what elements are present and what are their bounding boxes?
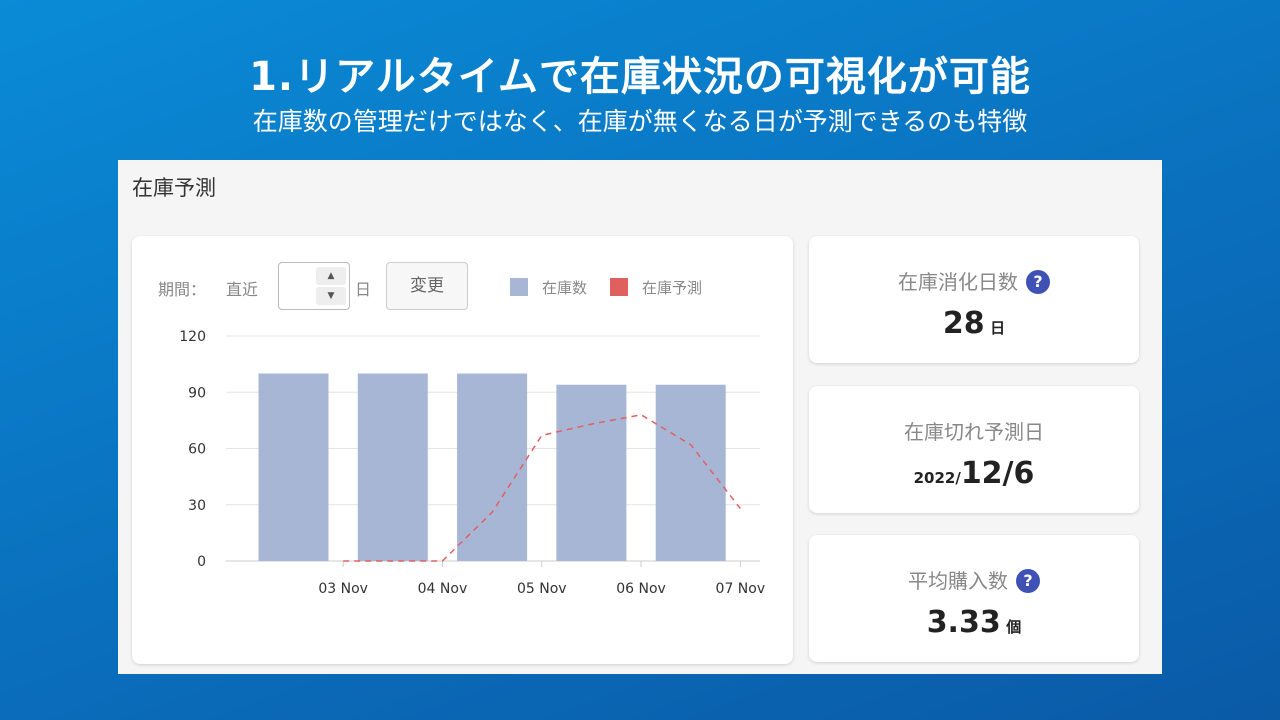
stat-label: 在庫切れ予測日 [809, 416, 1139, 445]
stat-unit: 個 [1006, 618, 1022, 636]
stat-card-avg-purchase: 平均購入数? 3.33 個 [809, 535, 1139, 662]
y-tick-label: 60 [188, 442, 206, 458]
recent-label: 直近 [226, 280, 259, 299]
bar [556, 384, 627, 561]
panel-title: 在庫予測 [132, 176, 216, 200]
period-label: 期間： [158, 280, 207, 299]
inventory-forecast-panel: 在庫予測 期間： 直近 ▲ ▼ 日 変更 在庫数 在庫予測 120 90 60 30 0… [118, 160, 1162, 674]
inventory-chart: 120 90 60 30 0 03 Nov 04 Nov 05 Nov 06 Nov 07 Nov [179, 329, 766, 597]
change-button[interactable]: 変更 [386, 262, 468, 310]
bar [357, 373, 428, 561]
y-tick-label: 0 [197, 554, 206, 570]
legend-label-stock: 在庫数 [542, 279, 588, 297]
triangle-down-icon[interactable]: ▼ [316, 287, 346, 305]
x-tick-label: 04 Nov [418, 581, 468, 597]
days-stepper[interactable]: ▲ ▼ [278, 262, 350, 310]
stat-label: 平均購入数? [809, 565, 1139, 594]
stat-number: 3.33 [926, 605, 1001, 640]
stat-label-text: 在庫消化日数 [898, 270, 1018, 294]
x-tick-label: 06 Nov [616, 581, 666, 597]
x-tick-label: 03 Nov [318, 581, 368, 597]
legend-swatch-stock [510, 278, 528, 296]
subheadline: 在庫数の管理だけではなく、在庫が無くなる日が予測できるのも特徴 [252, 107, 1028, 136]
y-tick-label: 30 [188, 498, 206, 514]
stat-value: 28 日 [809, 306, 1139, 341]
help-icon[interactable]: ? [1016, 569, 1040, 593]
stat-label-text: 平均購入数 [908, 569, 1008, 593]
stat-card-consumption-days: 在庫消化日数? 28 日 [809, 236, 1139, 363]
stat-label-text: 在庫切れ予測日 [904, 420, 1044, 444]
y-tick-label: 90 [188, 385, 206, 401]
legend-swatch-forecast [610, 278, 628, 296]
stat-value: 2022/12/6 [809, 456, 1139, 491]
bar [655, 384, 726, 561]
period-controls: 期間： 直近 ▲ ▼ 日 変更 在庫数 在庫予測 [158, 262, 778, 310]
chart-card: 期間： 直近 ▲ ▼ 日 変更 在庫数 在庫予測 120 90 60 30 0 03 No… [132, 236, 793, 664]
stat-number: 12/6 [960, 456, 1035, 491]
stat-value: 3.33 個 [809, 605, 1139, 640]
day-unit: 日 [355, 280, 372, 299]
headline: 1.リアルタイムで在庫状況の可視化が可能 [249, 54, 1031, 100]
x-tick-label: 07 Nov [716, 581, 766, 597]
stat-prefix: 2022/ [913, 469, 961, 487]
bar [258, 373, 329, 561]
help-icon[interactable]: ? [1026, 270, 1050, 294]
y-tick-label: 120 [179, 329, 206, 345]
bar [457, 373, 528, 561]
stat-unit: 日 [990, 319, 1006, 337]
legend-label-forecast: 在庫予測 [642, 279, 703, 297]
x-tick-label: 05 Nov [517, 581, 567, 597]
forecast-line [343, 414, 741, 562]
stat-number: 28 [942, 306, 985, 341]
stat-card-stockout-date: 在庫切れ予測日 2022/12/6 [809, 386, 1139, 513]
triangle-up-icon[interactable]: ▲ [316, 267, 346, 285]
stat-label: 在庫消化日数? [809, 266, 1139, 295]
